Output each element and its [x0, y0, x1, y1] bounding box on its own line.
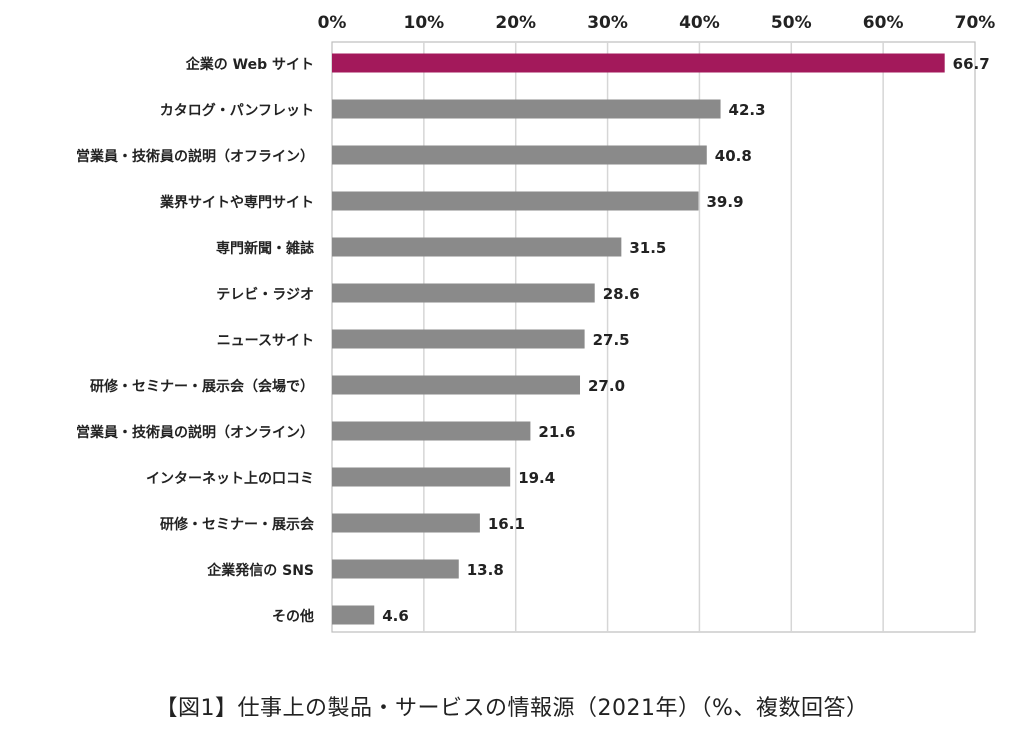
category-label: 営業員・技術員の説明（オフライン）	[76, 148, 314, 165]
x-tick-label: 20%	[495, 13, 536, 33]
bar	[332, 283, 595, 303]
bar	[332, 605, 375, 625]
value-label: 13.8	[467, 561, 504, 579]
value-label: 40.8	[715, 147, 752, 165]
category-label: 業界サイトや専門サイト	[159, 194, 314, 211]
value-labels: 66.7 42.3 40.8 39.9 31.5 28.6 27.5 27.0 21.6 19.4…	[382, 55, 989, 625]
value-label: 16.1	[488, 515, 525, 533]
value-label: 19.4	[518, 469, 555, 487]
value-label: 4.6	[382, 607, 409, 625]
category-label: 専門新聞・雑誌	[216, 240, 314, 257]
value-label: 21.6	[538, 423, 575, 441]
category-label: 企業の Web サイト	[185, 56, 314, 73]
category-label: カタログ・パンフレット	[160, 102, 314, 119]
value-label: 27.0	[588, 377, 625, 395]
x-axis-ticks: 0% 10% 20% 30% 40% 50% 60% 70%	[318, 13, 996, 33]
bar	[332, 513, 480, 533]
x-tick-label: 0%	[318, 13, 347, 33]
chart-caption: 【図1】仕事上の製品・サービスの情報源（2021年）（%、複数回答）	[155, 696, 869, 721]
bar	[332, 467, 511, 487]
bar	[332, 53, 945, 73]
category-label: 研修・セミナー・展示会	[160, 516, 315, 533]
bar	[332, 99, 721, 119]
value-label: 27.5	[593, 331, 630, 349]
category-label: 企業発信の SNS	[206, 562, 314, 579]
bar	[332, 191, 699, 211]
value-label: 39.9	[707, 193, 744, 211]
bar	[332, 559, 459, 579]
category-label: 営業員・技術員の説明（オンライン）	[76, 424, 314, 441]
category-label: ニュースサイト	[217, 333, 314, 349]
x-tick-label: 40%	[679, 13, 720, 33]
bar	[332, 145, 707, 165]
value-label: 28.6	[603, 285, 640, 303]
gridlines	[331, 41, 976, 633]
x-tick-label: 10%	[404, 13, 445, 33]
bar	[332, 421, 531, 441]
value-label: 66.7	[953, 55, 990, 73]
x-tick-label: 70%	[955, 13, 996, 33]
bar-chart: 0% 10% 20% 30% 40% 50% 60% 70% 企業の Web サイトカタログ・…	[76, 13, 996, 633]
bar	[332, 329, 585, 349]
x-tick-label: 50%	[771, 13, 812, 33]
value-label: 31.5	[629, 239, 666, 257]
category-label: インターネット上の口コミ	[146, 471, 314, 487]
bar	[332, 375, 581, 395]
x-tick-label: 30%	[587, 13, 628, 33]
category-label: 研修・セミナー・展示会（会場で）	[90, 378, 314, 395]
bar	[332, 237, 622, 257]
x-tick-label: 60%	[863, 13, 904, 33]
category-label: テレビ・ラジオ	[216, 287, 314, 303]
value-label: 42.3	[729, 101, 766, 119]
bars	[332, 53, 945, 625]
category-label: その他	[272, 608, 314, 625]
